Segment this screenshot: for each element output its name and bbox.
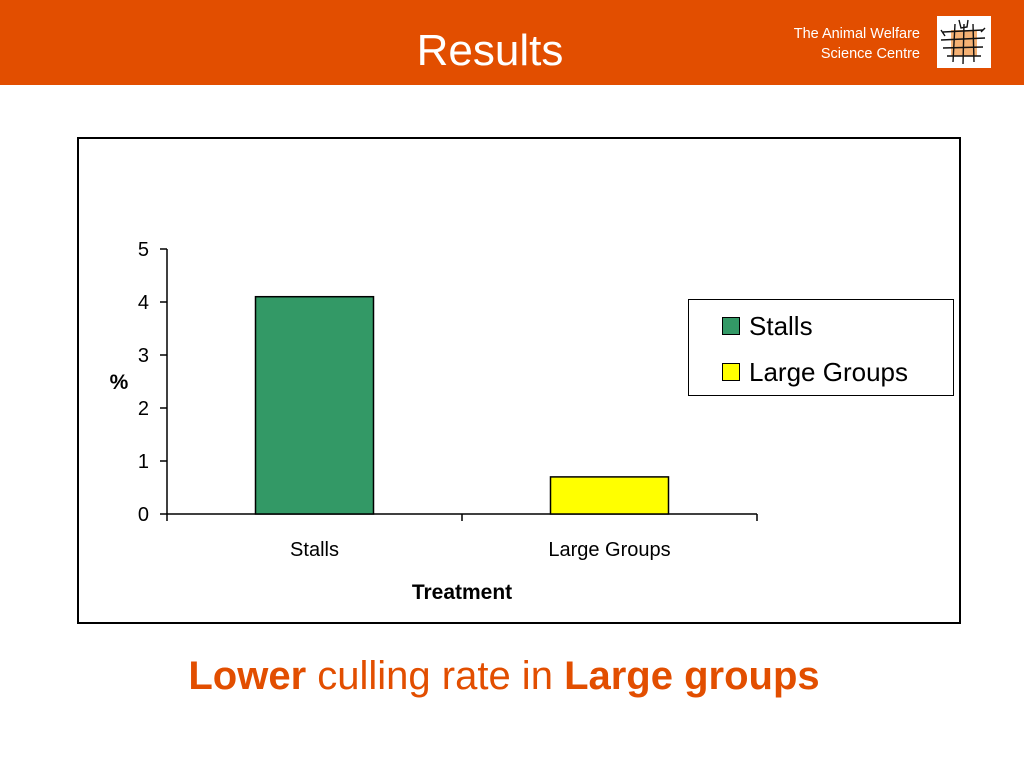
slide-caption: Lower culling rate in Large groups <box>0 652 1008 700</box>
legend-label-large-groups: Large Groups <box>749 356 908 387</box>
y-tick-label: 1 <box>138 451 149 473</box>
bar-large-groups <box>549 476 670 515</box>
legend-swatch-stalls <box>722 317 740 335</box>
y-tick-label: 2 <box>138 398 149 420</box>
caption-middle: culling rate in <box>306 654 565 698</box>
x-tick-label: Large Groups <box>548 539 670 561</box>
slide-header: Results The Animal Welfare Science Centr… <box>0 0 1024 85</box>
chart-frame: 0 1 2 3 4 5 Stalls Large Groups % Treatment St… <box>77 137 961 624</box>
caption-emphasis-lower: Lower <box>188 654 307 698</box>
bar-chart: 0 1 2 3 4 5 Stalls Large Groups % Treatment <box>110 239 758 604</box>
slide-title: Results <box>416 26 564 75</box>
org-name-line-2: Science Centre <box>820 46 920 62</box>
legend-item-large-groups: Large Groups <box>722 357 908 387</box>
animal-welfare-logo-icon <box>937 16 991 68</box>
organization-name: The Animal Welfare Science Centre <box>794 24 920 64</box>
x-tick-label: Stalls <box>290 539 339 561</box>
y-tick-label: 0 <box>138 504 149 526</box>
x-axis: Stalls Large Groups <box>166 513 758 561</box>
bar-stalls <box>254 295 375 515</box>
chart-legend: Stalls Large Groups <box>688 299 954 396</box>
caption-emphasis-large-groups: Large groups <box>564 654 820 698</box>
legend-swatch-large-groups <box>722 363 740 381</box>
legend-label-stalls: Stalls <box>749 310 813 341</box>
x-axis-label: Treatment <box>412 581 512 604</box>
bars <box>254 295 670 515</box>
y-tick-label: 4 <box>138 292 149 314</box>
y-tick-label: 5 <box>138 239 149 261</box>
y-axis: 0 1 2 3 4 5 <box>138 239 168 526</box>
y-axis-label: % <box>110 371 129 394</box>
y-tick-label: 3 <box>138 345 149 367</box>
legend-item-stalls: Stalls <box>722 311 813 341</box>
org-name-line-1: The Animal Welfare <box>793 26 920 42</box>
